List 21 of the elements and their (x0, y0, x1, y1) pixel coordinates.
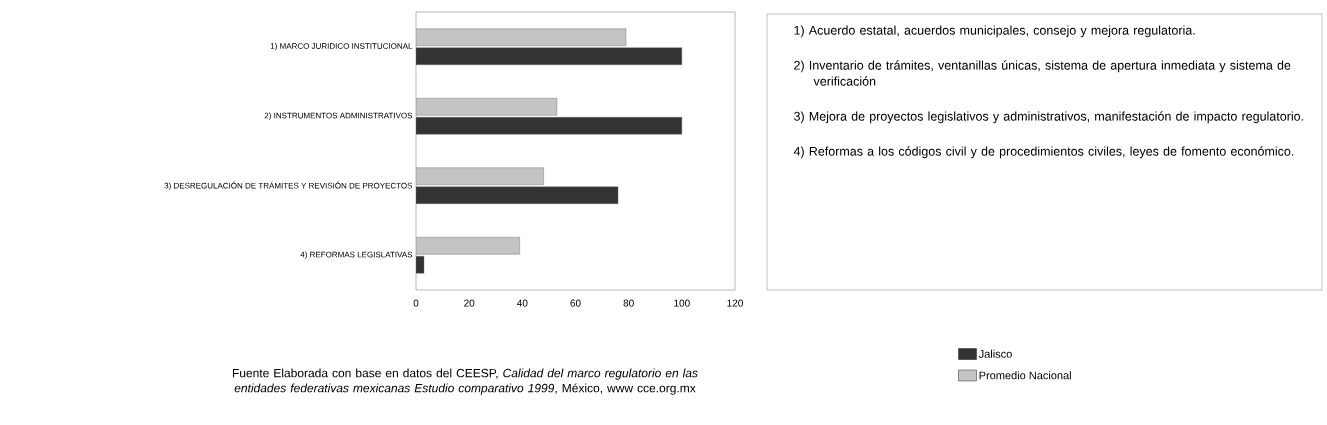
text: 4) Reformas a los códigos civil y de procedimientos civiles, leyes de fomento económico. (793, 146, 1294, 159)
x-tick-label: 60 (570, 299, 581, 307)
source-note: Fuente Elaborada con base en datos del CEESP, Calidad del marco regulatorio en las entidades federativas mexicanas Estudio comparativo 1999, México, www cce.org.mx (232, 368, 698, 395)
bar (416, 186, 619, 204)
x-tick-label: 0 (413, 299, 419, 307)
bar (416, 117, 683, 135)
x-tick-label: 120 (727, 299, 743, 307)
y-tick-label: 3) DESREGULACIÓN DE TRÁMITES Y REVISIÓN DE PROYECTOS (164, 181, 413, 191)
y-tick-label: 1) MARCO JURIDICO INSTITUCIONAL (270, 43, 413, 51)
x-tick-label: 20 (464, 299, 475, 307)
x-tick-label: 40 (517, 299, 528, 307)
x-tick-label: 80 (623, 299, 634, 307)
x-tick-label: 100 (674, 299, 690, 307)
legend-label: Jalisco (978, 349, 1012, 358)
text: 3) Mejora de proyectos legislativos y administrativos, manifestación de impacto regulatorio. (794, 111, 1303, 124)
y-tick-label: 4) REFORMAS LEGISLATIVAS (300, 251, 413, 259)
legend-label: Promedio Nacional (979, 371, 1071, 380)
text: 1) Acuerdo estatal, acuerdos municipales, consejo y mejora regulatoria. (794, 25, 1195, 38)
bar (416, 47, 683, 65)
text: 2) Inventario de trámites, ventanillas únicas, sistema de apertura inmediata y sistema de verificación (794, 60, 1291, 86)
y-tick-label: 2) INSTRUMENTOS ADMINISTRATIVOS (264, 112, 413, 120)
